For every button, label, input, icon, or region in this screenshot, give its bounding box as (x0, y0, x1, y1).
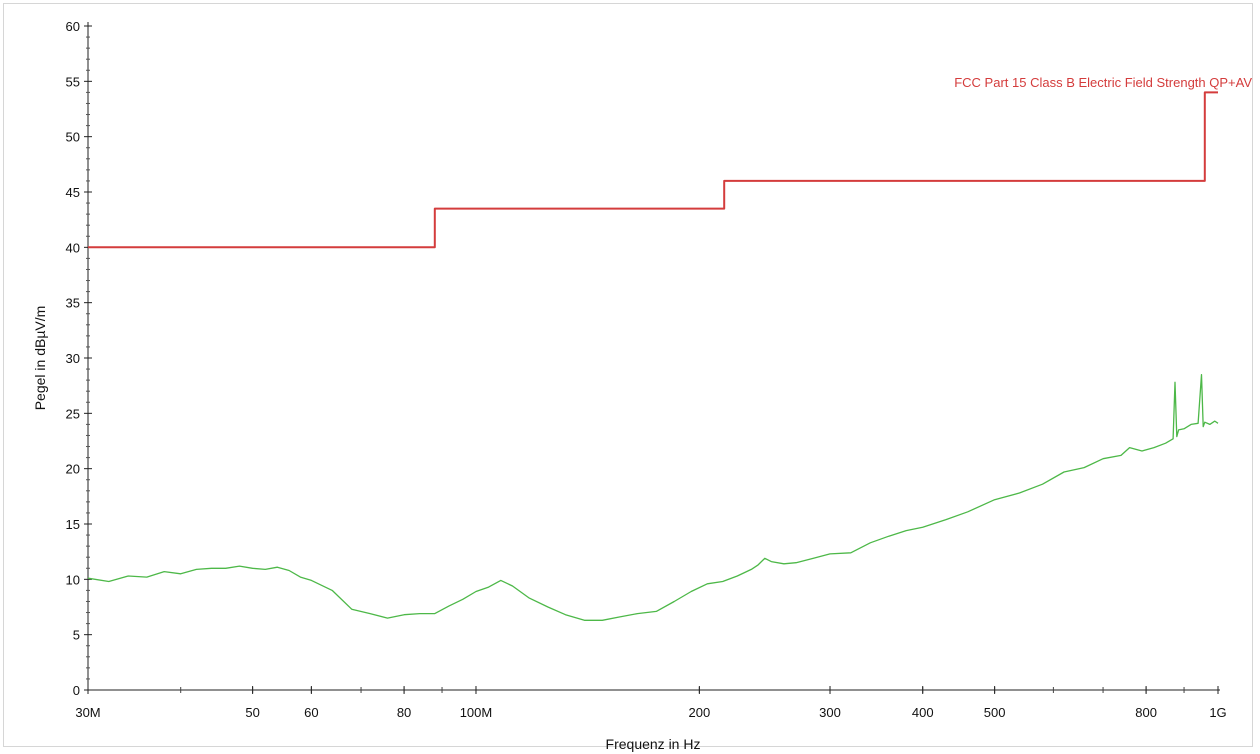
y-tick-label: 60 (66, 19, 80, 34)
x-tick-label: 60 (304, 705, 318, 720)
y-axis-title: Pegel in dBµV/m (32, 306, 48, 411)
x-axis-title: Frequenz in Hz (606, 736, 701, 752)
y-tick-label: 5 (73, 628, 80, 643)
y-tick-label: 20 (66, 462, 80, 477)
y-tick-label: 30 (66, 351, 80, 366)
x-tick-label: 80 (397, 705, 411, 720)
y-tick-label: 45 (66, 185, 80, 200)
y-tick-label: 10 (66, 572, 80, 587)
limit-line-label: FCC Part 15 Class B Electric Field Stren… (954, 75, 1252, 90)
axes (87, 22, 1220, 691)
limit-line (88, 91, 1218, 249)
x-tick-label: 300 (819, 705, 841, 720)
y-tick-label: 0 (73, 683, 80, 698)
y-tick-label: 15 (66, 517, 80, 532)
x-tick-label: 500 (984, 705, 1006, 720)
y-tick-label: 50 (66, 130, 80, 145)
x-tick-label: 50 (245, 705, 259, 720)
series-layer (87, 91, 1219, 621)
measurement-trace (87, 373, 1219, 621)
x-tick-label: 1G (1209, 705, 1226, 720)
axis-ticks: 0 5 10 15 20 25 30 35 40 45 50 55 60 30M 50 60 80 100M 200… (66, 19, 1227, 720)
y-tick-label: 40 (66, 240, 80, 255)
chart-frame (3, 3, 1253, 747)
y-tick-label: 25 (66, 406, 80, 421)
y-tick-label: 35 (66, 296, 80, 311)
x-tick-label: 400 (912, 705, 934, 720)
x-tick-label: 800 (1135, 705, 1157, 720)
x-tick-label: 100M (460, 705, 493, 720)
x-tick-label: 200 (689, 705, 711, 720)
y-tick-label: 55 (66, 74, 80, 89)
x-tick-label: 30M (75, 705, 100, 720)
